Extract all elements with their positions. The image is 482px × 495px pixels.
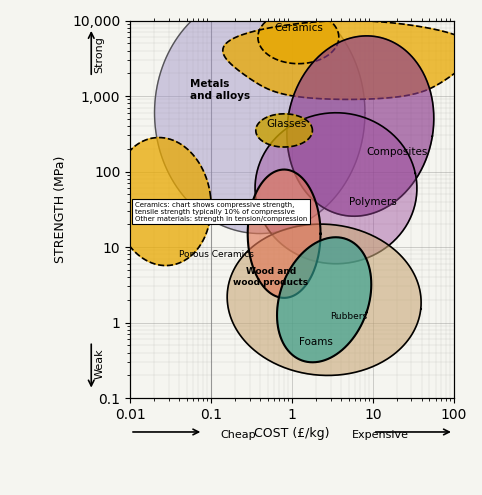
Polygon shape bbox=[255, 113, 417, 264]
Polygon shape bbox=[227, 224, 421, 375]
Polygon shape bbox=[248, 169, 321, 298]
Text: Polymers: Polymers bbox=[349, 197, 397, 206]
Polygon shape bbox=[277, 237, 371, 362]
Text: Weak: Weak bbox=[94, 348, 105, 379]
Y-axis label: STRENGTH (MPa): STRENGTH (MPa) bbox=[54, 155, 67, 263]
Polygon shape bbox=[223, 20, 474, 99]
Text: Wood and
wood products: Wood and wood products bbox=[233, 267, 308, 287]
Text: Porous Ceramics: Porous Ceramics bbox=[179, 250, 254, 259]
Text: Glasses: Glasses bbox=[266, 119, 307, 129]
Text: Foams: Foams bbox=[299, 337, 333, 347]
Text: Metals
and alloys: Metals and alloys bbox=[190, 79, 250, 101]
Text: Composites: Composites bbox=[366, 147, 428, 157]
Polygon shape bbox=[287, 36, 434, 216]
X-axis label: COST (£/kg): COST (£/kg) bbox=[254, 427, 330, 440]
Polygon shape bbox=[258, 11, 339, 64]
Text: Strong: Strong bbox=[94, 36, 105, 73]
Polygon shape bbox=[113, 138, 211, 265]
Text: Expensive: Expensive bbox=[352, 430, 409, 440]
Text: Rubbers: Rubbers bbox=[330, 312, 367, 321]
Text: Cheap: Cheap bbox=[220, 430, 256, 440]
Polygon shape bbox=[256, 114, 312, 147]
Polygon shape bbox=[155, 0, 365, 234]
Text: Ceramics: Ceramics bbox=[274, 23, 323, 33]
Text: Ceramics: chart shows compressive strength,
tensile strength typically 10% of co: Ceramics: chart shows compressive streng… bbox=[135, 201, 308, 222]
